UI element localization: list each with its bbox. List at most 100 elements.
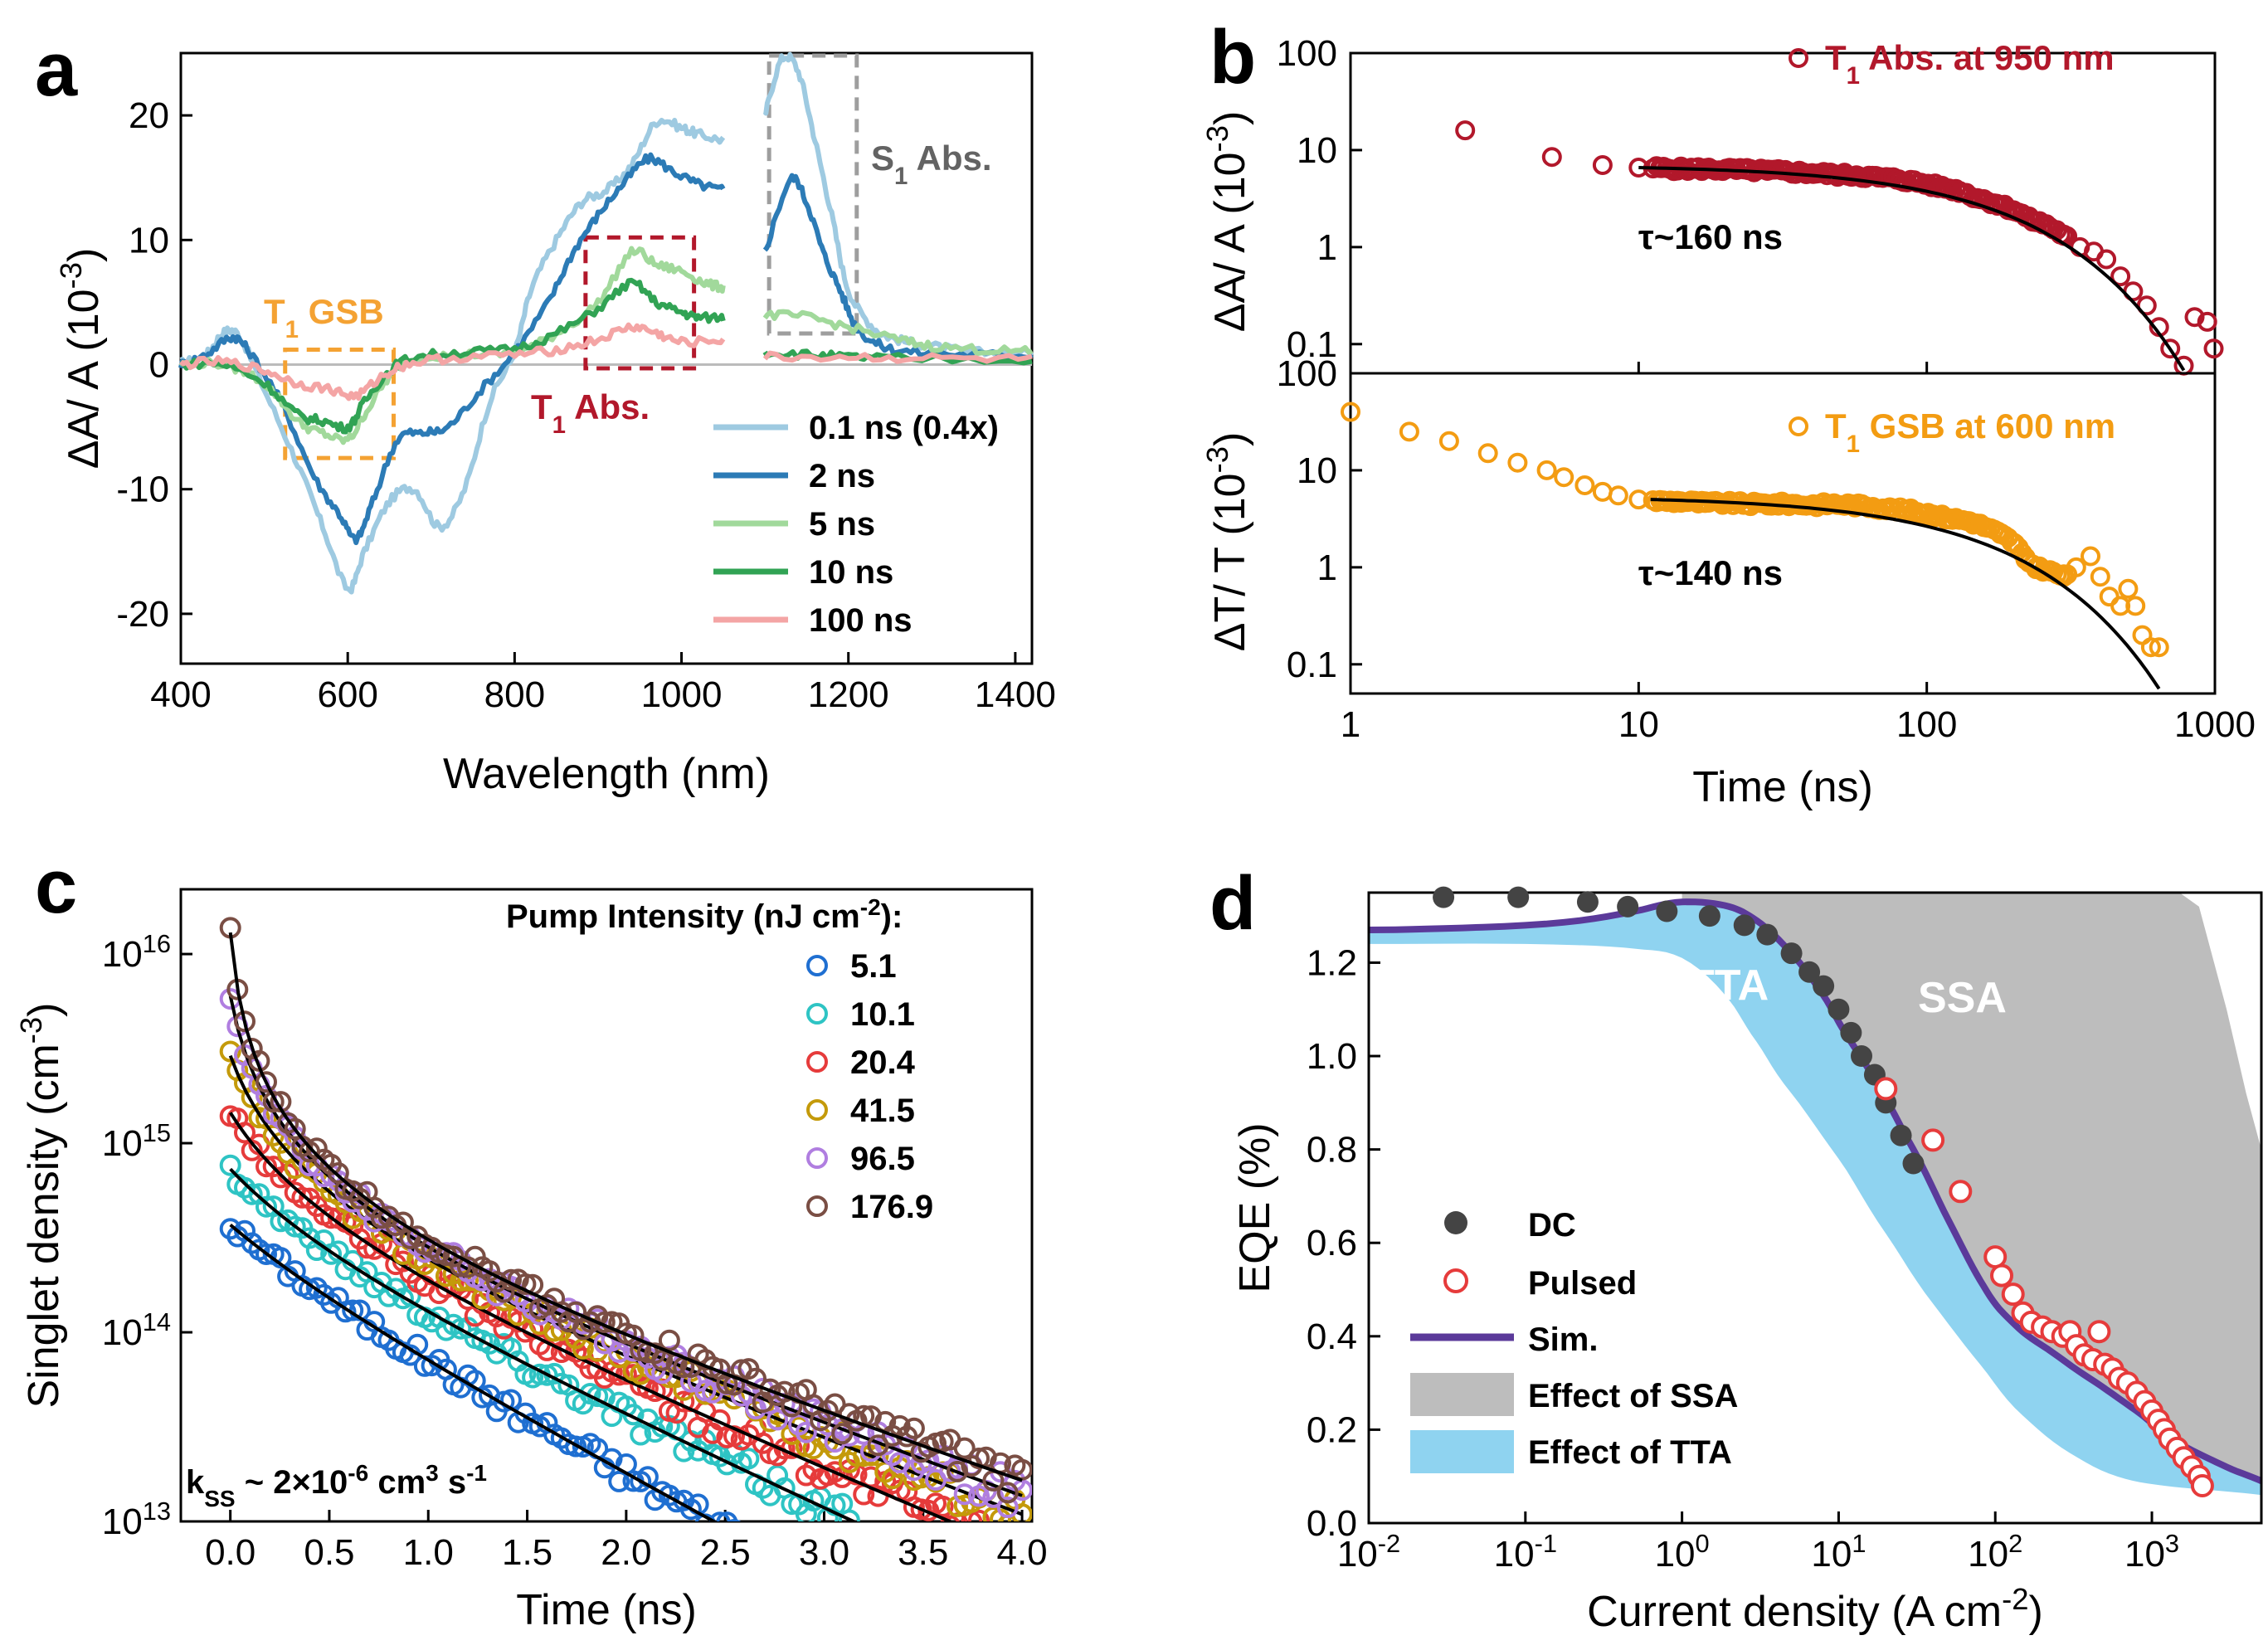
text-part: T: [1825, 38, 1847, 77]
text-part: ~140 ns: [1654, 553, 1783, 592]
y-tick-label: 1: [1317, 227, 1337, 268]
series-line: [762, 173, 1034, 361]
data-point: [1541, 147, 1562, 168]
text-part: Time (ns): [1692, 763, 1873, 811]
text-part: 400: [150, 674, 211, 715]
text-part: 10: [1968, 1534, 2008, 1575]
annotation-s1-abs: S1 Abs.: [871, 139, 992, 190]
x-tick-label: 10-2: [1337, 1529, 1400, 1575]
y-tick-label: -20: [116, 594, 169, 635]
data-point: [284, 1117, 306, 1140]
text-part: 100: [1277, 353, 1337, 394]
text-part: 96.5: [850, 1141, 915, 1177]
data-point: [708, 1511, 731, 1521]
text-part: 10: [1297, 130, 1337, 171]
data-point: [1574, 475, 1595, 495]
text-part: b: [1209, 15, 1256, 100]
y-tick-label: 1015: [102, 1118, 171, 1165]
x-tick-label: 0.0: [205, 1532, 256, 1573]
data-point: [234, 1010, 256, 1033]
text-part: 1.5: [502, 1532, 552, 1573]
data-point: [2203, 338, 2224, 359]
text-part: 10: [1337, 1534, 1378, 1575]
legend-marker: [806, 1099, 828, 1121]
legend-marker: [806, 955, 828, 976]
dc-point: [1813, 975, 1835, 997]
text-part: ΔA/ A (10: [60, 289, 108, 469]
y-tick-label: 1.0: [1307, 1036, 1357, 1077]
text-part: 1: [1341, 704, 1360, 745]
text-part: 1: [1852, 1529, 1866, 1558]
text-part: SSA: [1918, 974, 2007, 1022]
x-tick-label: 4.0: [996, 1532, 1047, 1573]
legend-label: 10 ns: [809, 554, 893, 591]
data-point: [2099, 587, 2120, 607]
x-tick-label: 100: [1655, 1529, 1710, 1575]
text-part: 10: [129, 220, 169, 260]
text-part: 13: [143, 1497, 171, 1526]
data-point: [727, 1519, 742, 1521]
data-point: [903, 1417, 925, 1439]
x-tick-label: 2.5: [700, 1532, 751, 1573]
x-tick-label: 1000: [641, 674, 723, 715]
data-point: [716, 1453, 738, 1476]
dc-point: [1656, 900, 1678, 922]
text-part: 10: [1655, 1534, 1696, 1575]
dc-point: [1902, 1152, 1925, 1175]
data-point: [2184, 307, 2205, 328]
data-point: [1628, 489, 1649, 510]
y-tick-label: 0: [149, 345, 169, 386]
y-tick-label: 0.1: [1287, 324, 1337, 365]
text-part: 3.5: [898, 1532, 948, 1573]
y-tick-label: -10: [116, 470, 169, 510]
legend-label: 2 ns: [809, 458, 875, 494]
text-part: 10: [1494, 1534, 1535, 1575]
data-point: [644, 1342, 666, 1365]
data-point: [450, 1317, 472, 1340]
x-tick-label: 1400: [975, 674, 1056, 715]
text-part: Effect of TTA: [1528, 1434, 1732, 1471]
pulsed-point: [2001, 1283, 2025, 1307]
text-part: 10: [1811, 1534, 1852, 1575]
highlight-box: [767, 53, 859, 336]
text-part: Sim.: [1528, 1321, 1598, 1358]
legend-marker: [806, 1147, 828, 1169]
data-point: [219, 1154, 241, 1176]
legend-marker-dc: [1444, 1211, 1467, 1234]
data-point: [2118, 578, 2139, 599]
text-part: 41.5: [850, 1093, 915, 1129]
x-tick-label: 800: [484, 674, 545, 715]
text-part: T: [1825, 406, 1847, 445]
sim-line: [1369, 898, 2261, 1484]
text-part: 0.5: [304, 1532, 354, 1573]
text-part: 10: [1618, 704, 1659, 745]
text-part: 100: [1277, 33, 1337, 74]
text-part: -2: [1378, 1529, 1400, 1558]
data-point: [745, 1367, 767, 1390]
legend-label: 20.4: [850, 1044, 916, 1081]
y-tick-label: 100: [1277, 33, 1337, 74]
panel-label-a: a: [35, 27, 78, 112]
text-part: Wavelength (nm): [443, 750, 770, 798]
legend-marker-tta: [1410, 1430, 1514, 1473]
dc-point: [1828, 998, 1850, 1020]
annotation-t1-abs: T1 Abs.: [531, 387, 650, 439]
data-point: [2149, 637, 2169, 658]
data-point: [2197, 311, 2217, 332]
dc-point: [1507, 886, 1530, 908]
legend-marker: [806, 1195, 828, 1217]
text-part: 1: [1847, 431, 1860, 458]
legend-marker: [1789, 416, 1808, 436]
y-tick-label: 1: [1317, 548, 1337, 588]
text-part: c: [35, 844, 77, 929]
fit-line: [1650, 498, 2161, 690]
text-part: -10: [116, 470, 169, 510]
text-part: ): [60, 248, 108, 262]
text-part: T: [264, 292, 285, 331]
x-tick-label: 600: [317, 674, 377, 715]
x-tick-label: 1.0: [403, 1532, 454, 1573]
text-part: 0: [149, 345, 169, 386]
fit-line: [229, 1112, 955, 1521]
text-part: DC: [1528, 1207, 1576, 1244]
